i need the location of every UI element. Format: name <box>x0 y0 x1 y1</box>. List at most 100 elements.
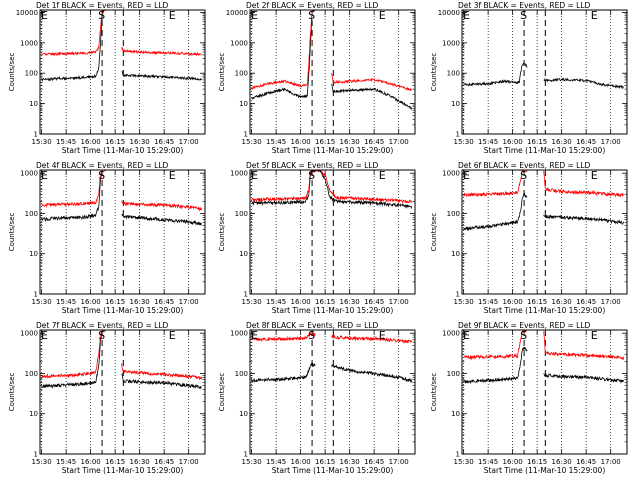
y-axis-label: Counts/sec <box>218 213 226 252</box>
x-tick-label: 16:45 <box>364 138 384 146</box>
x-tick-label: 17:00 <box>389 458 409 466</box>
series-lld-line <box>251 10 412 92</box>
x-tick-label: 15:30 <box>454 138 474 146</box>
x-tick-label: 16:45 <box>154 298 174 306</box>
series-events-line <box>41 330 202 390</box>
start-marker-label: S <box>520 329 527 342</box>
series-events-line <box>463 62 624 90</box>
plot-frame <box>39 9 206 135</box>
y-tick-label: 10000 <box>438 9 460 17</box>
y-tick-label: 1 <box>456 131 460 139</box>
y-tick-label: 100 <box>447 370 460 378</box>
y-tick-label: 1 <box>456 291 460 299</box>
start-marker-label: S <box>308 9 315 22</box>
series-events-line <box>251 170 413 210</box>
series-lld-line <box>41 170 203 212</box>
y-tick-label: 1000 <box>20 330 38 338</box>
x-tick-label: 16:00 <box>291 458 311 466</box>
end-marker-label-left: E <box>463 169 470 182</box>
series-lld-line <box>41 10 202 57</box>
x-tick-label: 15:30 <box>242 458 262 466</box>
x-tick-label: 17:00 <box>389 298 409 306</box>
plot-frame <box>461 9 628 135</box>
x-tick-label: 17:00 <box>601 298 621 306</box>
x-axis-label: Start Time (11-Mar-10 15:29:00) <box>272 466 394 475</box>
x-tick-label: 15:45 <box>56 458 76 466</box>
end-marker-label: E <box>379 9 386 22</box>
end-marker-label-left: E <box>463 329 470 342</box>
end-marker-label-left: E <box>41 329 48 342</box>
y-tick-label: 1 <box>244 451 248 459</box>
x-tick-label: 16:15 <box>105 138 125 146</box>
x-tick-label: 16:15 <box>105 298 125 306</box>
end-marker-label-left: E <box>41 169 48 182</box>
y-axis-label: Counts/sec <box>430 213 438 252</box>
plot-frame <box>249 329 416 455</box>
x-tick-label: 17:00 <box>179 458 199 466</box>
x-tick-label: 16:30 <box>130 138 150 146</box>
x-tick-label: 16:15 <box>315 138 335 146</box>
x-tick-label: 15:30 <box>454 458 474 466</box>
y-tick-label: 100 <box>25 370 38 378</box>
x-tick-label: 16:30 <box>552 138 572 146</box>
y-tick-label: 1000 <box>442 170 460 178</box>
y-tick-label: 1000 <box>230 39 248 47</box>
x-tick-label: 16:45 <box>364 298 384 306</box>
panel-title: Det 6f BLACK = Events, RED = LLD <box>458 161 591 170</box>
x-tick-label: 15:30 <box>32 458 52 466</box>
y-tick-label: 100 <box>447 70 460 78</box>
x-tick-label: 15:30 <box>32 298 52 306</box>
plot-frame <box>249 169 416 295</box>
end-marker-label: E <box>591 329 598 342</box>
x-tick-label: 17:00 <box>601 458 621 466</box>
y-tick-label: 10000 <box>226 9 248 17</box>
x-tick-label: 15:30 <box>454 298 474 306</box>
x-tick-label: 16:00 <box>503 138 523 146</box>
y-tick-label: 1 <box>34 131 38 139</box>
x-tick-label: 16:15 <box>527 298 547 306</box>
x-tick-label: 16:45 <box>576 458 596 466</box>
panel-title: Det 5f BLACK = Events, RED = LLD <box>246 161 379 170</box>
plot-frame <box>39 329 206 455</box>
x-tick-label: 15:30 <box>242 138 262 146</box>
series-lld-line <box>463 330 625 361</box>
y-tick-label: 1000 <box>442 39 460 47</box>
end-marker-label-left: E <box>463 9 470 22</box>
x-tick-label: 16:00 <box>81 458 101 466</box>
end-marker-label: E <box>591 9 598 22</box>
plot-frame <box>249 9 416 135</box>
end-marker-label: E <box>169 329 176 342</box>
y-tick-label: 1 <box>244 131 248 139</box>
y-tick-label: 100 <box>235 210 248 218</box>
x-tick-label: 17:00 <box>179 138 199 146</box>
x-axis-label: Start Time (11-Mar-10 15:29:00) <box>62 466 184 475</box>
x-tick-label: 15:45 <box>266 298 286 306</box>
y-tick-label: 10 <box>451 410 460 418</box>
y-axis-label: Counts/sec <box>8 53 16 92</box>
x-tick-label: 16:45 <box>576 298 596 306</box>
x-tick-label: 15:45 <box>478 138 498 146</box>
x-tick-label: 16:45 <box>154 458 174 466</box>
series-events-line <box>463 346 625 385</box>
x-axis-label: Start Time (11-Mar-10 15:29:00) <box>272 146 394 155</box>
x-axis-label: Start Time (11-Mar-10 15:29:00) <box>484 306 606 315</box>
series-events-line <box>41 10 202 82</box>
x-tick-label: 15:45 <box>266 458 286 466</box>
plot-frame <box>461 329 628 455</box>
x-tick-label: 16:30 <box>340 298 360 306</box>
x-tick-label: 16:00 <box>503 458 523 466</box>
y-tick-label: 1 <box>244 291 248 299</box>
series-lld-line <box>463 170 625 198</box>
x-tick-label: 16:00 <box>503 298 523 306</box>
y-tick-label: 10 <box>29 410 38 418</box>
x-tick-label: 16:30 <box>552 458 572 466</box>
start-marker-label: S <box>98 169 105 182</box>
x-tick-label: 16:15 <box>527 138 547 146</box>
x-tick-label: 15:45 <box>56 138 76 146</box>
panel-title: Det 9f BLACK = Events, RED = LLD <box>458 321 591 330</box>
y-axis-label: Counts/sec <box>430 53 438 92</box>
